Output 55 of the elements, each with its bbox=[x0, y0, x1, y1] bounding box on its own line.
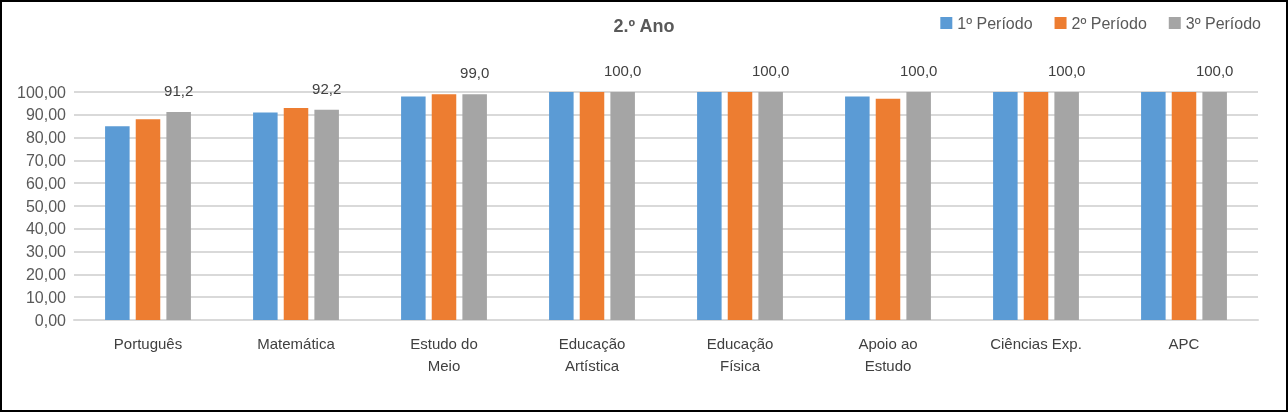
bar bbox=[1141, 92, 1166, 320]
bar bbox=[610, 92, 635, 320]
y-tick-label: 40,00 bbox=[25, 220, 67, 238]
bar bbox=[549, 92, 574, 320]
data-label: 91,2 bbox=[164, 82, 194, 100]
bar bbox=[1171, 92, 1197, 320]
y-tick-label: 50,00 bbox=[25, 197, 67, 215]
y-tick-label: 0,00 bbox=[34, 311, 67, 329]
y-tick-label: 60,00 bbox=[25, 174, 67, 192]
x-tick-label: Português bbox=[113, 334, 183, 352]
x-tick-label: Educação Física bbox=[706, 334, 774, 374]
legend-label: 3º Período bbox=[1185, 14, 1262, 32]
x-tick-label: APC bbox=[1168, 334, 1200, 352]
data-label: 100,0 bbox=[899, 62, 938, 79]
bar bbox=[314, 109, 339, 320]
bar bbox=[906, 92, 931, 320]
y-tick-label: 80,00 bbox=[25, 129, 67, 147]
chart-title: 2.º Ano bbox=[613, 16, 675, 36]
data-label: 100,0 bbox=[1195, 62, 1234, 79]
bar bbox=[253, 112, 278, 320]
bar bbox=[462, 94, 487, 320]
x-tick-label: Apoio ao Estudo bbox=[858, 334, 918, 374]
bar bbox=[579, 92, 605, 320]
bar bbox=[697, 92, 722, 320]
bar bbox=[1054, 92, 1079, 320]
x-tick-label: Ciências Exp. bbox=[990, 334, 1082, 352]
y-tick-label: 90,00 bbox=[25, 106, 67, 124]
data-label: 100,0 bbox=[603, 62, 642, 79]
y-tick-label: 70,00 bbox=[25, 151, 67, 169]
bar bbox=[875, 98, 901, 320]
bar bbox=[135, 119, 161, 320]
bar bbox=[1023, 92, 1049, 320]
y-tick-label: 100,00 bbox=[17, 83, 67, 101]
bar bbox=[401, 96, 426, 320]
data-label: 92,2 bbox=[312, 79, 342, 97]
y-tick-label: 20,00 bbox=[25, 265, 67, 283]
bar bbox=[166, 112, 191, 320]
y-tick-label: 10,00 bbox=[25, 288, 67, 306]
y-tick-label: 30,00 bbox=[25, 243, 67, 261]
bar bbox=[727, 92, 753, 320]
x-tick-label: Matemática bbox=[257, 334, 336, 352]
data-label: 100,0 bbox=[1047, 62, 1086, 79]
data-label: 100,0 bbox=[751, 62, 790, 79]
bar bbox=[431, 94, 457, 320]
legend-label: 1º Período bbox=[957, 14, 1033, 32]
data-label: 99,0 bbox=[460, 64, 490, 82]
x-tick-label: Educação Artística bbox=[558, 334, 626, 374]
x-tick-label: Estudo do Meio bbox=[410, 334, 478, 374]
bar bbox=[845, 96, 870, 320]
bar bbox=[1202, 92, 1227, 320]
bar bbox=[993, 92, 1018, 320]
bar bbox=[105, 126, 130, 320]
bar bbox=[283, 107, 309, 320]
legend-label: 2º Período bbox=[1071, 14, 1147, 32]
bar bbox=[758, 92, 783, 320]
